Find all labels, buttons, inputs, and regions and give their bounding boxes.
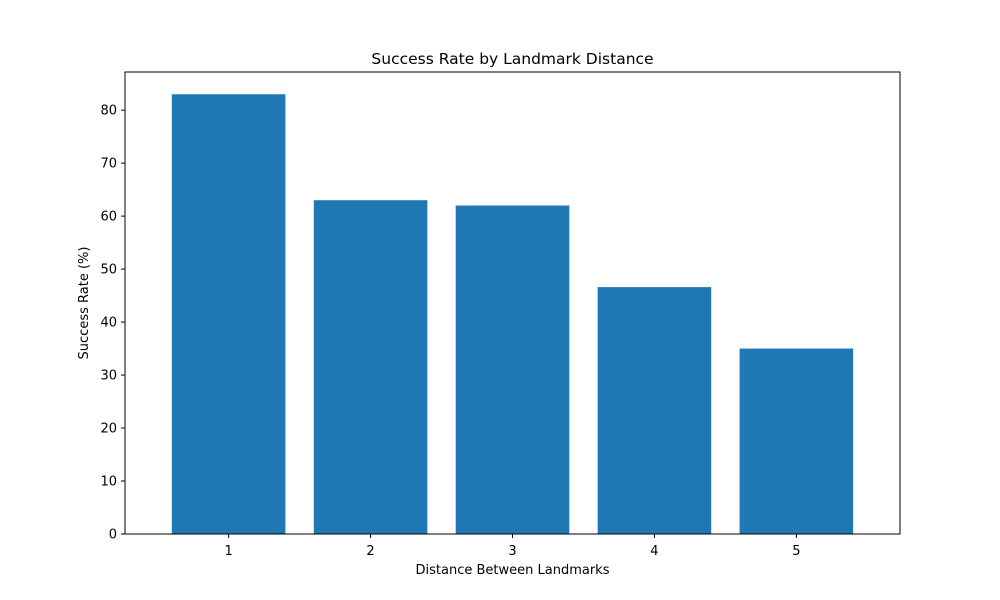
y-axis-label: Success Rate (%) (77, 247, 92, 360)
plot-area-frame (124, 71, 901, 535)
y-tick-label: 30 (100, 369, 117, 384)
y-axis-ticks: 0 10 20 30 40 50 60 70 80 (100, 104, 125, 543)
x-tick-label: 1 (224, 544, 232, 559)
y-tick-label: 70 (100, 157, 117, 172)
y-tick-label: 20 (100, 422, 117, 437)
x-axis-ticks: 1 2 3 4 5 (224, 534, 801, 559)
x-axis-label: Distance Between Landmarks (416, 563, 610, 578)
chart-title: Success Rate by Landmark Distance (371, 50, 653, 68)
x-tick-label: 5 (792, 544, 800, 559)
y-tick-label: 60 (100, 210, 117, 225)
bar-1 (171, 94, 286, 535)
x-tick-label: 4 (650, 544, 658, 559)
y-tick-label: 0 (109, 528, 117, 543)
bar-3 (455, 205, 570, 534)
y-tick-label: 10 (100, 475, 117, 490)
bar-2 (313, 200, 428, 535)
bar-5 (739, 348, 854, 534)
y-tick-label: 50 (100, 263, 117, 278)
bar-4 (597, 287, 712, 534)
x-tick-label: 2 (366, 544, 374, 559)
y-tick-label: 40 (100, 316, 117, 331)
y-tick-label: 80 (100, 104, 117, 119)
x-tick-label: 3 (508, 544, 516, 559)
bars-layer (171, 94, 854, 535)
